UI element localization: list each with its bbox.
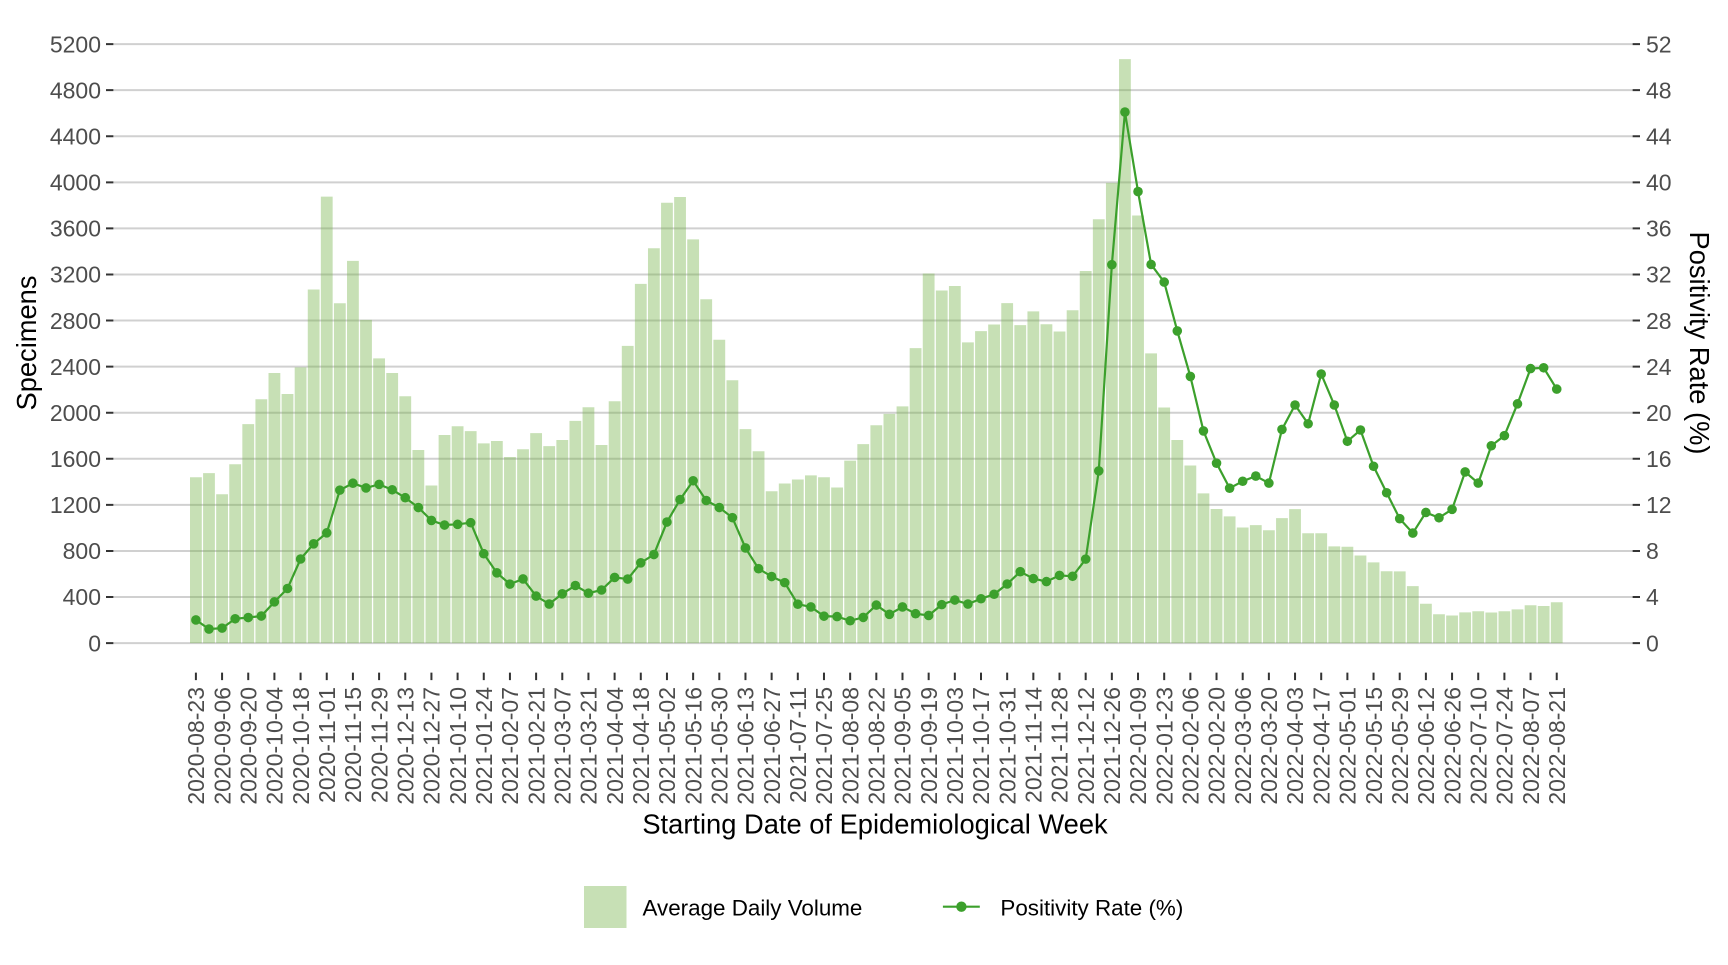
svg-text:2021-10-31: 2021-10-31 [994, 687, 1020, 805]
svg-text:28: 28 [1646, 308, 1672, 334]
svg-text:2800: 2800 [50, 308, 101, 334]
svg-text:2021-08-08: 2021-08-08 [837, 687, 863, 805]
svg-text:3600: 3600 [50, 216, 101, 242]
svg-text:2021-09-19: 2021-09-19 [916, 687, 942, 805]
svg-text:0: 0 [88, 630, 101, 656]
svg-text:2021-05-16: 2021-05-16 [680, 687, 706, 805]
svg-text:40: 40 [1646, 170, 1672, 196]
svg-text:24: 24 [1646, 354, 1672, 380]
svg-text:2022-01-09: 2022-01-09 [1125, 687, 1151, 805]
svg-text:2021-04-18: 2021-04-18 [628, 687, 654, 805]
svg-text:16: 16 [1646, 446, 1672, 472]
svg-text:44: 44 [1646, 123, 1672, 149]
svg-text:2021-12-12: 2021-12-12 [1073, 687, 1099, 805]
svg-text:2021-11-28: 2021-11-28 [1047, 687, 1073, 803]
svg-text:2021-07-11: 2021-07-11 [785, 687, 811, 803]
svg-text:2020-12-13: 2020-12-13 [392, 687, 418, 805]
svg-text:2022-03-20: 2022-03-20 [1256, 687, 1282, 805]
svg-text:2022-04-17: 2022-04-17 [1308, 687, 1334, 805]
svg-text:1200: 1200 [50, 492, 101, 518]
svg-text:2022-06-26: 2022-06-26 [1439, 687, 1465, 805]
svg-text:2022-02-20: 2022-02-20 [1204, 687, 1230, 805]
svg-text:Starting Date of Epidemiologic: Starting Date of Epidemiological Week [642, 808, 1108, 839]
svg-text:Average Daily Volume: Average Daily Volume [643, 896, 863, 921]
svg-text:2022-05-15: 2022-05-15 [1361, 687, 1387, 805]
svg-text:2020-11-01: 2020-11-01 [314, 687, 340, 803]
svg-text:36: 36 [1646, 216, 1672, 242]
svg-text:12: 12 [1646, 492, 1672, 518]
svg-text:2022-03-06: 2022-03-06 [1230, 687, 1256, 805]
svg-text:2021-11-14: 2021-11-14 [1021, 687, 1047, 803]
svg-text:2020-10-18: 2020-10-18 [288, 687, 314, 805]
svg-text:8: 8 [1646, 538, 1659, 564]
svg-text:2022-04-03: 2022-04-03 [1282, 687, 1308, 805]
svg-text:2021-10-03: 2021-10-03 [942, 687, 968, 805]
svg-text:2020-11-15: 2020-11-15 [340, 687, 366, 803]
svg-text:2021-12-26: 2021-12-26 [1099, 687, 1125, 805]
svg-text:Positivity Rate (%): Positivity Rate (%) [1684, 232, 1715, 455]
svg-text:2000: 2000 [50, 400, 101, 426]
svg-text:2022-06-12: 2022-06-12 [1413, 687, 1439, 805]
svg-text:2022-07-24: 2022-07-24 [1492, 687, 1518, 805]
svg-text:2020-09-20: 2020-09-20 [235, 687, 261, 805]
svg-text:2021-07-25: 2021-07-25 [811, 687, 837, 805]
svg-text:52: 52 [1646, 31, 1672, 57]
svg-text:2021-03-21: 2021-03-21 [576, 687, 602, 805]
svg-text:800: 800 [63, 538, 101, 564]
svg-text:4400: 4400 [50, 123, 101, 149]
svg-text:2022-08-07: 2022-08-07 [1518, 687, 1544, 805]
svg-text:2021-02-21: 2021-02-21 [523, 687, 549, 805]
svg-text:2021-06-27: 2021-06-27 [759, 687, 785, 805]
svg-text:2022-08-21: 2022-08-21 [1544, 687, 1570, 805]
svg-text:2021-05-30: 2021-05-30 [707, 687, 733, 805]
svg-text:Specimens: Specimens [11, 275, 42, 410]
svg-text:2022-07-10: 2022-07-10 [1465, 687, 1491, 805]
svg-text:2400: 2400 [50, 354, 101, 380]
svg-text:2021-10-17: 2021-10-17 [968, 687, 994, 805]
svg-text:3200: 3200 [50, 262, 101, 288]
svg-text:0: 0 [1646, 630, 1659, 656]
svg-text:2021-02-07: 2021-02-07 [497, 687, 523, 805]
svg-text:400: 400 [63, 584, 101, 610]
svg-text:2021-05-02: 2021-05-02 [654, 687, 680, 805]
svg-text:Positivity Rate (%): Positivity Rate (%) [1000, 896, 1183, 921]
svg-text:2020-10-04: 2020-10-04 [262, 687, 288, 805]
svg-text:1600: 1600 [50, 446, 101, 472]
svg-text:2022-05-29: 2022-05-29 [1387, 687, 1413, 805]
svg-text:4000: 4000 [50, 170, 101, 196]
svg-text:2020-12-27: 2020-12-27 [419, 687, 445, 805]
svg-text:2022-05-01: 2022-05-01 [1335, 687, 1361, 805]
svg-text:48: 48 [1646, 77, 1672, 103]
svg-text:4800: 4800 [50, 77, 101, 103]
svg-text:2020-08-23: 2020-08-23 [183, 687, 209, 805]
svg-text:2020-11-29: 2020-11-29 [366, 687, 392, 803]
svg-text:32: 32 [1646, 262, 1672, 288]
svg-text:2022-02-06: 2022-02-06 [1178, 687, 1204, 805]
svg-text:2021-04-04: 2021-04-04 [602, 687, 628, 805]
svg-text:2021-08-22: 2021-08-22 [864, 687, 890, 805]
svg-text:20: 20 [1646, 400, 1672, 426]
svg-text:2022-01-23: 2022-01-23 [1151, 687, 1177, 805]
svg-text:4: 4 [1646, 584, 1659, 610]
svg-text:2021-06-13: 2021-06-13 [733, 687, 759, 805]
svg-text:2021-01-24: 2021-01-24 [471, 687, 497, 805]
svg-text:2020-09-06: 2020-09-06 [209, 687, 235, 805]
svg-text:5200: 5200 [50, 31, 101, 57]
svg-text:2021-03-07: 2021-03-07 [549, 687, 575, 805]
svg-text:2021-09-05: 2021-09-05 [890, 687, 916, 805]
svg-text:2021-01-10: 2021-01-10 [445, 687, 471, 805]
